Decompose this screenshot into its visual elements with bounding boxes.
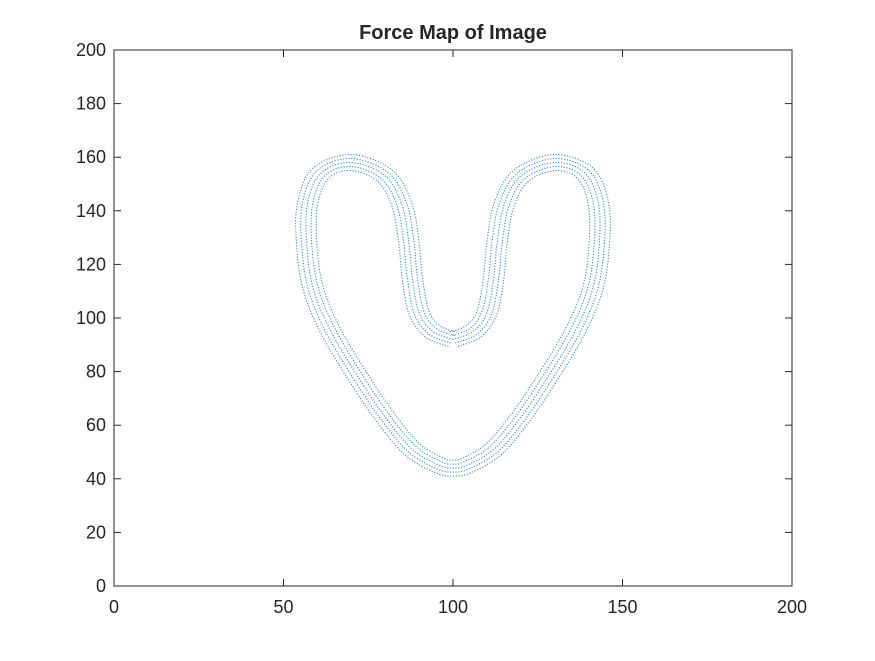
y-tick-label: 160 — [76, 147, 106, 167]
force-field-band-4 — [315, 170, 591, 461]
plot-area — [114, 50, 792, 586]
y-tick-label: 20 — [86, 522, 106, 542]
y-tick-label: 0 — [96, 576, 106, 596]
y-tick-label: 60 — [86, 415, 106, 435]
x-axis: 0 50 100 150 200 — [109, 50, 807, 617]
x-tick-label: 0 — [109, 597, 119, 617]
force-field-layer — [295, 153, 611, 477]
force-field-band-2 — [305, 162, 601, 469]
x-tick-label: 200 — [777, 597, 807, 617]
y-tick-label: 140 — [76, 201, 106, 221]
y-tick-label: 120 — [76, 254, 106, 274]
x-tick-label: 150 — [607, 597, 637, 617]
x-tick-label: 50 — [273, 597, 293, 617]
force-field-band-1 — [300, 157, 606, 473]
y-tick-label: 40 — [86, 469, 106, 489]
y-tick-label: 80 — [86, 362, 106, 382]
y-tick-label: 200 — [76, 40, 106, 60]
chart-title: Force Map of Image — [359, 22, 547, 44]
x-tick-label: 100 — [438, 597, 468, 617]
y-axis: 0 20 40 60 80 100 120 140 160 180 200 — [76, 40, 792, 596]
force-field-band-0 — [295, 153, 611, 477]
y-tick-label: 180 — [76, 94, 106, 114]
force-field-band-3 — [310, 166, 596, 465]
y-tick-label: 100 — [76, 308, 106, 328]
